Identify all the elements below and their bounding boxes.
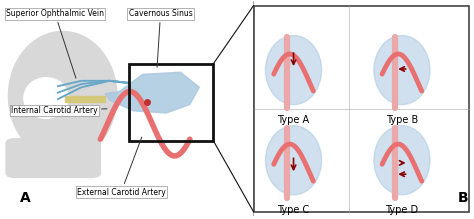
Text: B: B [457,191,468,205]
FancyBboxPatch shape [255,6,469,212]
Text: Type B: Type B [386,115,418,125]
Ellipse shape [9,32,117,160]
Text: Type A: Type A [277,115,310,125]
Ellipse shape [24,78,69,118]
Text: Cavernous Sinus: Cavernous Sinus [128,9,192,67]
Ellipse shape [374,126,430,195]
Text: External Carotid Artery: External Carotid Artery [77,137,165,197]
Ellipse shape [265,35,321,105]
FancyArrow shape [65,97,105,102]
Polygon shape [105,72,199,113]
Text: Superior Ophthalmic Vein: Superior Ophthalmic Vein [6,9,104,78]
Text: A: A [20,191,31,205]
Text: Type C: Type C [277,205,310,215]
Text: Type D: Type D [385,205,419,215]
Ellipse shape [265,126,321,195]
FancyBboxPatch shape [6,139,100,177]
Text: Internal Carotid Artery: Internal Carotid Artery [11,106,107,115]
Ellipse shape [374,35,430,105]
